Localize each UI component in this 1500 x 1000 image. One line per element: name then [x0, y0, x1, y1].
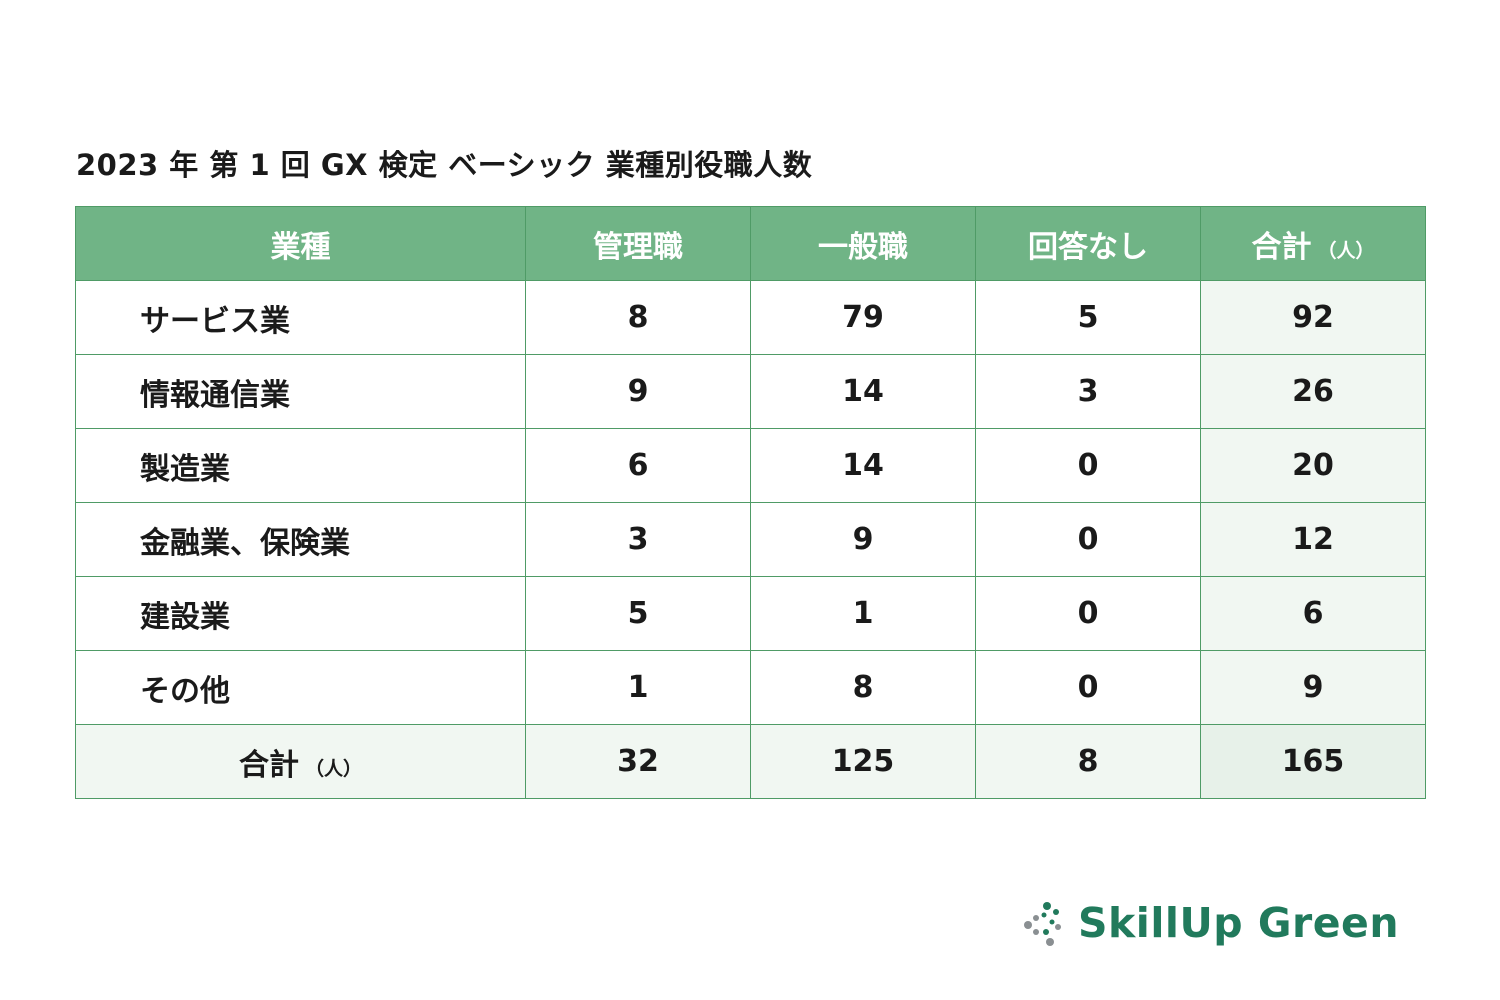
cell-total: 12: [1200, 502, 1426, 577]
cell-no-answer-total: 8: [975, 724, 1201, 799]
cell-grand-total: 165: [1200, 724, 1426, 799]
logo-text: SkillUp Green: [1078, 899, 1400, 947]
cell-general-total: 125: [750, 724, 976, 799]
cell-no-answer: 0: [975, 650, 1201, 725]
cell-total: 6: [1200, 576, 1426, 651]
total-row-label: 合計: [238, 747, 299, 783]
table-row: サービス業 8 79 5 92: [75, 280, 1426, 355]
cell-management: 9: [525, 354, 751, 429]
cell-industry: 製造業: [75, 428, 526, 503]
cell-general: 1: [750, 576, 976, 651]
skillup-green-logo: SkillUp Green: [1022, 898, 1399, 948]
cell-general: 8: [750, 650, 976, 725]
cell-management: 5: [525, 576, 751, 651]
cell-management-total: 32: [525, 724, 751, 799]
table-total-row: 合計 （人） 32 125 8 165: [75, 724, 1426, 799]
cell-general: 9: [750, 502, 976, 577]
cell-industry: 金融業、保険業: [75, 502, 526, 577]
cell-industry: 建設業: [75, 576, 526, 651]
header-general: 一般職: [750, 206, 976, 281]
header-total: 合計 （人）: [1200, 206, 1426, 281]
cell-total-label: 合計 （人）: [75, 724, 526, 799]
cell-general: 14: [750, 354, 976, 429]
cell-no-answer: 3: [975, 354, 1201, 429]
table-row: 建設業 5 1 0 6: [75, 576, 1426, 651]
cell-no-answer: 0: [975, 502, 1201, 577]
cell-industry: サービス業: [75, 280, 526, 355]
header-no-answer: 回答なし: [975, 206, 1201, 281]
cell-total: 9: [1200, 650, 1426, 725]
cell-no-answer: 0: [975, 428, 1201, 503]
sprout-dots-icon: [1024, 902, 1061, 946]
table-row: 製造業 6 14 0 20: [75, 428, 1426, 503]
cell-management: 1: [525, 650, 751, 725]
cell-total: 20: [1200, 428, 1426, 503]
header-management: 管理職: [525, 206, 751, 281]
cell-industry: その他: [75, 650, 526, 725]
header-total-label: 合計: [1251, 229, 1312, 265]
cell-management: 3: [525, 502, 751, 577]
total-row-unit: （人）: [304, 757, 362, 780]
table-row: 情報通信業 9 14 3 26: [75, 354, 1426, 429]
table-row: その他 1 8 0 9: [75, 650, 1426, 725]
table-row: 金融業、保険業 3 9 0 12: [75, 502, 1426, 577]
cell-no-answer: 0: [975, 576, 1201, 651]
cell-no-answer: 5: [975, 280, 1201, 355]
industry-position-table: 業種 管理職 一般職 回答なし 合計 （人） サービス業 8 79 5 92 情報…: [75, 206, 1426, 799]
cell-total: 92: [1200, 280, 1426, 355]
cell-general: 14: [750, 428, 976, 503]
cell-management: 6: [525, 428, 751, 503]
page-title: 2023 年 第 1 回 GX 検定 ベーシック 業種別役職人数: [76, 148, 813, 182]
table-header-row: 業種 管理職 一般職 回答なし 合計 （人）: [75, 206, 1426, 281]
cell-industry: 情報通信業: [75, 354, 526, 429]
cell-general: 79: [750, 280, 976, 355]
header-industry: 業種: [75, 206, 526, 281]
cell-management: 8: [525, 280, 751, 355]
cell-total: 26: [1200, 354, 1426, 429]
header-total-unit: （人）: [1317, 239, 1375, 262]
